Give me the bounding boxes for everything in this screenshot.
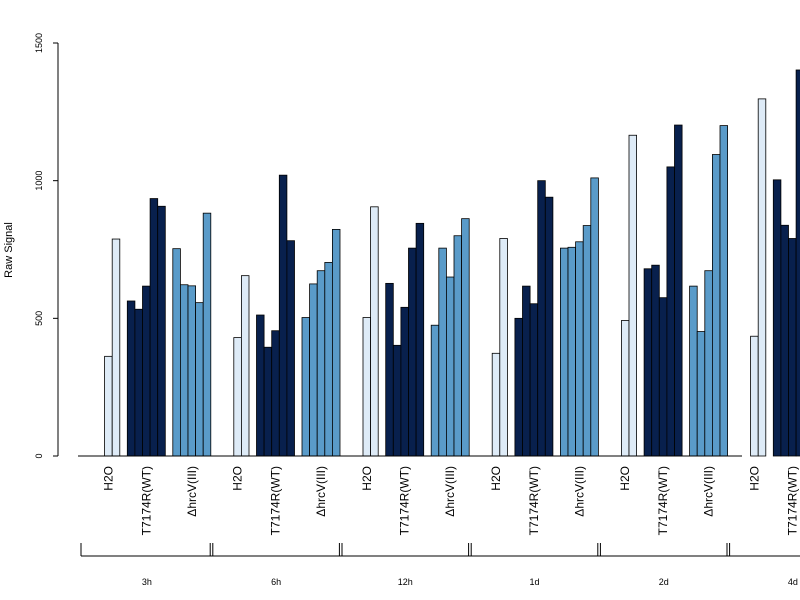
bar	[445, 276, 455, 457]
condition-label: ΔhrcV(III)	[443, 466, 457, 517]
y-tick-label: 1000	[34, 171, 44, 191]
bar	[537, 180, 546, 457]
bar	[316, 270, 326, 457]
bar	[309, 283, 318, 457]
bar	[461, 218, 470, 457]
bar	[157, 205, 166, 457]
bar	[233, 337, 242, 457]
time-point-label: 4d	[788, 577, 798, 587]
condition-labels: H2O T7174R(WT) ΔhrcV(III) H2O T7174R(WT) Δhrc…	[101, 466, 799, 535]
bar	[195, 302, 204, 457]
bar	[256, 314, 265, 457]
bar	[331, 228, 341, 457]
bar	[696, 331, 706, 457]
bar	[712, 154, 721, 457]
bar	[658, 297, 668, 457]
y-tick-label: 1500	[34, 33, 44, 53]
bar	[674, 124, 683, 457]
time-point-label: 3h	[142, 577, 152, 587]
bar	[651, 264, 660, 457]
bar	[240, 275, 250, 457]
bar	[286, 240, 295, 457]
bar	[149, 198, 159, 457]
time-point-label: 6h	[271, 577, 281, 587]
bar	[324, 262, 333, 457]
bar	[522, 285, 531, 457]
bar	[544, 196, 554, 457]
bar	[560, 247, 569, 457]
condition-label: H2O	[618, 466, 632, 491]
time-point-label: 1d	[529, 577, 539, 587]
bar	[757, 98, 767, 457]
bar	[689, 285, 698, 457]
condition-label: H2O	[101, 466, 115, 491]
bar	[795, 69, 800, 457]
bar	[392, 344, 402, 457]
bar	[567, 246, 576, 457]
bar	[370, 206, 379, 457]
bar	[142, 285, 151, 457]
bar	[438, 247, 447, 457]
bar	[788, 238, 797, 457]
bar	[408, 247, 417, 457]
bar	[575, 241, 584, 457]
time-point-label: 12h	[398, 577, 413, 587]
condition-label: ΔhrcV(III)	[572, 466, 586, 517]
condition-label: H2O	[360, 466, 374, 491]
y-axis-title: Raw Signal	[3, 222, 15, 278]
y-axis: 0 500 1000 1500	[34, 33, 59, 459]
bar	[750, 335, 759, 457]
bar	[590, 177, 599, 457]
bar	[628, 134, 637, 457]
bar	[134, 308, 143, 457]
condition-label: H2O	[747, 466, 761, 491]
time-brackets: 3h6h12h1d2d4d6d	[80, 543, 800, 587]
plot-area	[104, 69, 800, 457]
bar	[385, 282, 394, 457]
bar	[172, 248, 181, 457]
bar	[187, 285, 196, 457]
bar	[179, 284, 189, 457]
condition-label: H2O	[231, 466, 245, 491]
condition-label: T7174R(WT)	[785, 466, 799, 535]
bar	[499, 238, 508, 457]
bar	[582, 225, 592, 457]
bar	[263, 346, 273, 457]
time-point-label: 2d	[659, 577, 669, 587]
condition-label: T7174R(WT)	[398, 466, 412, 535]
bar	[301, 317, 310, 457]
condition-label: T7174R(WT)	[527, 466, 541, 535]
bar	[111, 238, 121, 457]
bar	[430, 324, 440, 457]
condition-label: ΔhrcV(III)	[702, 466, 716, 517]
condition-label: T7174R(WT)	[139, 466, 153, 535]
bar	[780, 224, 789, 457]
bar	[643, 268, 653, 457]
bar	[202, 212, 212, 457]
bar	[491, 352, 501, 457]
condition-label: T7174R(WT)	[269, 466, 283, 535]
condition-label: ΔhrcV(III)	[314, 466, 328, 517]
y-tick-label: 500	[34, 311, 44, 326]
bar	[772, 179, 782, 457]
bar	[529, 303, 539, 457]
bar	[278, 174, 288, 457]
y-tick-label: 0	[34, 453, 44, 458]
bar	[126, 300, 136, 457]
bar	[362, 317, 371, 457]
bar	[104, 355, 113, 457]
bar	[415, 222, 425, 457]
bar	[271, 330, 280, 457]
condition-label: T7174R(WT)	[656, 466, 670, 535]
bar	[704, 270, 713, 457]
condition-label: H2O	[489, 466, 503, 491]
bar	[514, 317, 523, 457]
bar	[400, 306, 409, 457]
bar	[621, 320, 630, 457]
bar	[719, 125, 728, 457]
bar	[666, 166, 675, 457]
bar	[453, 235, 462, 457]
condition-label: ΔhrcV(III)	[185, 466, 199, 517]
